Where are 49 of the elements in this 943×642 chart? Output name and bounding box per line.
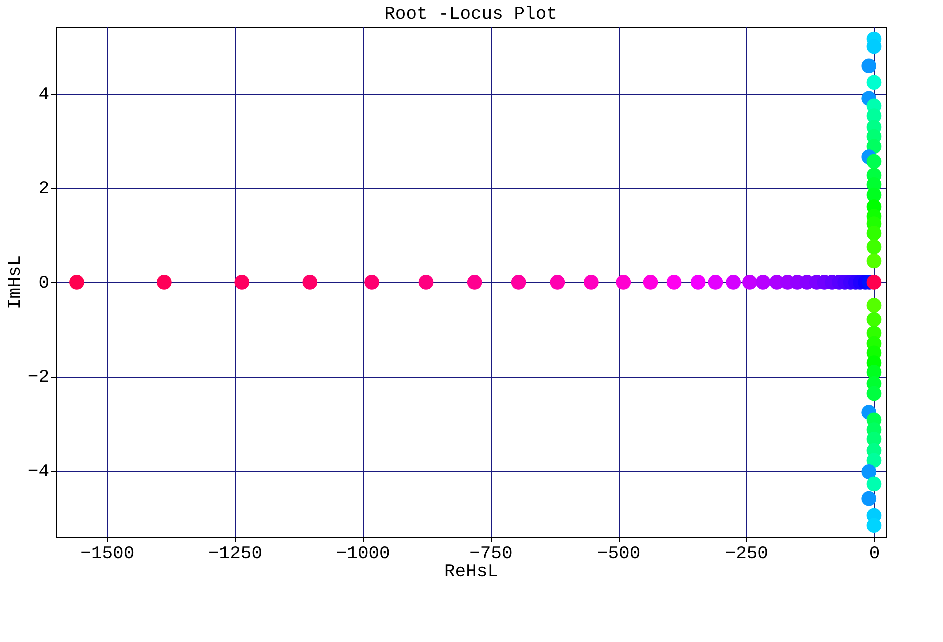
- x-tick-label: −1250: [208, 544, 262, 564]
- point: [234, 275, 250, 290]
- x-tick-label: −1500: [80, 544, 135, 564]
- point: [742, 275, 758, 290]
- point: [866, 298, 882, 313]
- x-tick-label: −750: [470, 544, 513, 564]
- point: [666, 275, 682, 290]
- point: [467, 275, 482, 290]
- point: [690, 275, 706, 290]
- point: [584, 275, 599, 290]
- x-tick-label: 0: [869, 544, 880, 564]
- x-tick-label: −500: [597, 544, 641, 564]
- point: [866, 275, 882, 290]
- point: [866, 386, 882, 402]
- x-tick-label: −1000: [336, 544, 390, 564]
- point: [866, 240, 882, 255]
- point: [756, 275, 771, 290]
- point: [550, 275, 566, 290]
- point: [866, 518, 882, 534]
- point: [302, 275, 318, 290]
- point: [708, 275, 724, 290]
- point: [866, 39, 882, 54]
- point: [866, 476, 882, 492]
- point: [862, 58, 877, 74]
- point: [866, 453, 882, 468]
- point: [726, 275, 742, 290]
- point: [862, 491, 877, 506]
- y-tick-label: −4: [28, 462, 50, 483]
- x-axis-title: ReHsL: [444, 562, 499, 582]
- x-tick-label: −250: [725, 544, 768, 564]
- point: [643, 275, 658, 290]
- point: [866, 312, 882, 328]
- point: [70, 275, 84, 290]
- point: [364, 275, 380, 290]
- point: [616, 275, 632, 290]
- y-axis-title: ImHsL: [6, 255, 26, 310]
- point: [862, 464, 877, 480]
- point: [511, 275, 526, 290]
- y-tick-label: 2: [38, 180, 50, 200]
- chart-title: Root -Locus Plot: [384, 5, 558, 25]
- y-tick-label: 0: [38, 274, 50, 294]
- point: [866, 75, 882, 90]
- y-tick-label: 4: [38, 85, 50, 106]
- point: [866, 254, 882, 269]
- y-tick-label: −2: [28, 368, 50, 388]
- point: [866, 154, 882, 170]
- point: [157, 275, 172, 290]
- point: [418, 275, 434, 290]
- point: [866, 226, 882, 241]
